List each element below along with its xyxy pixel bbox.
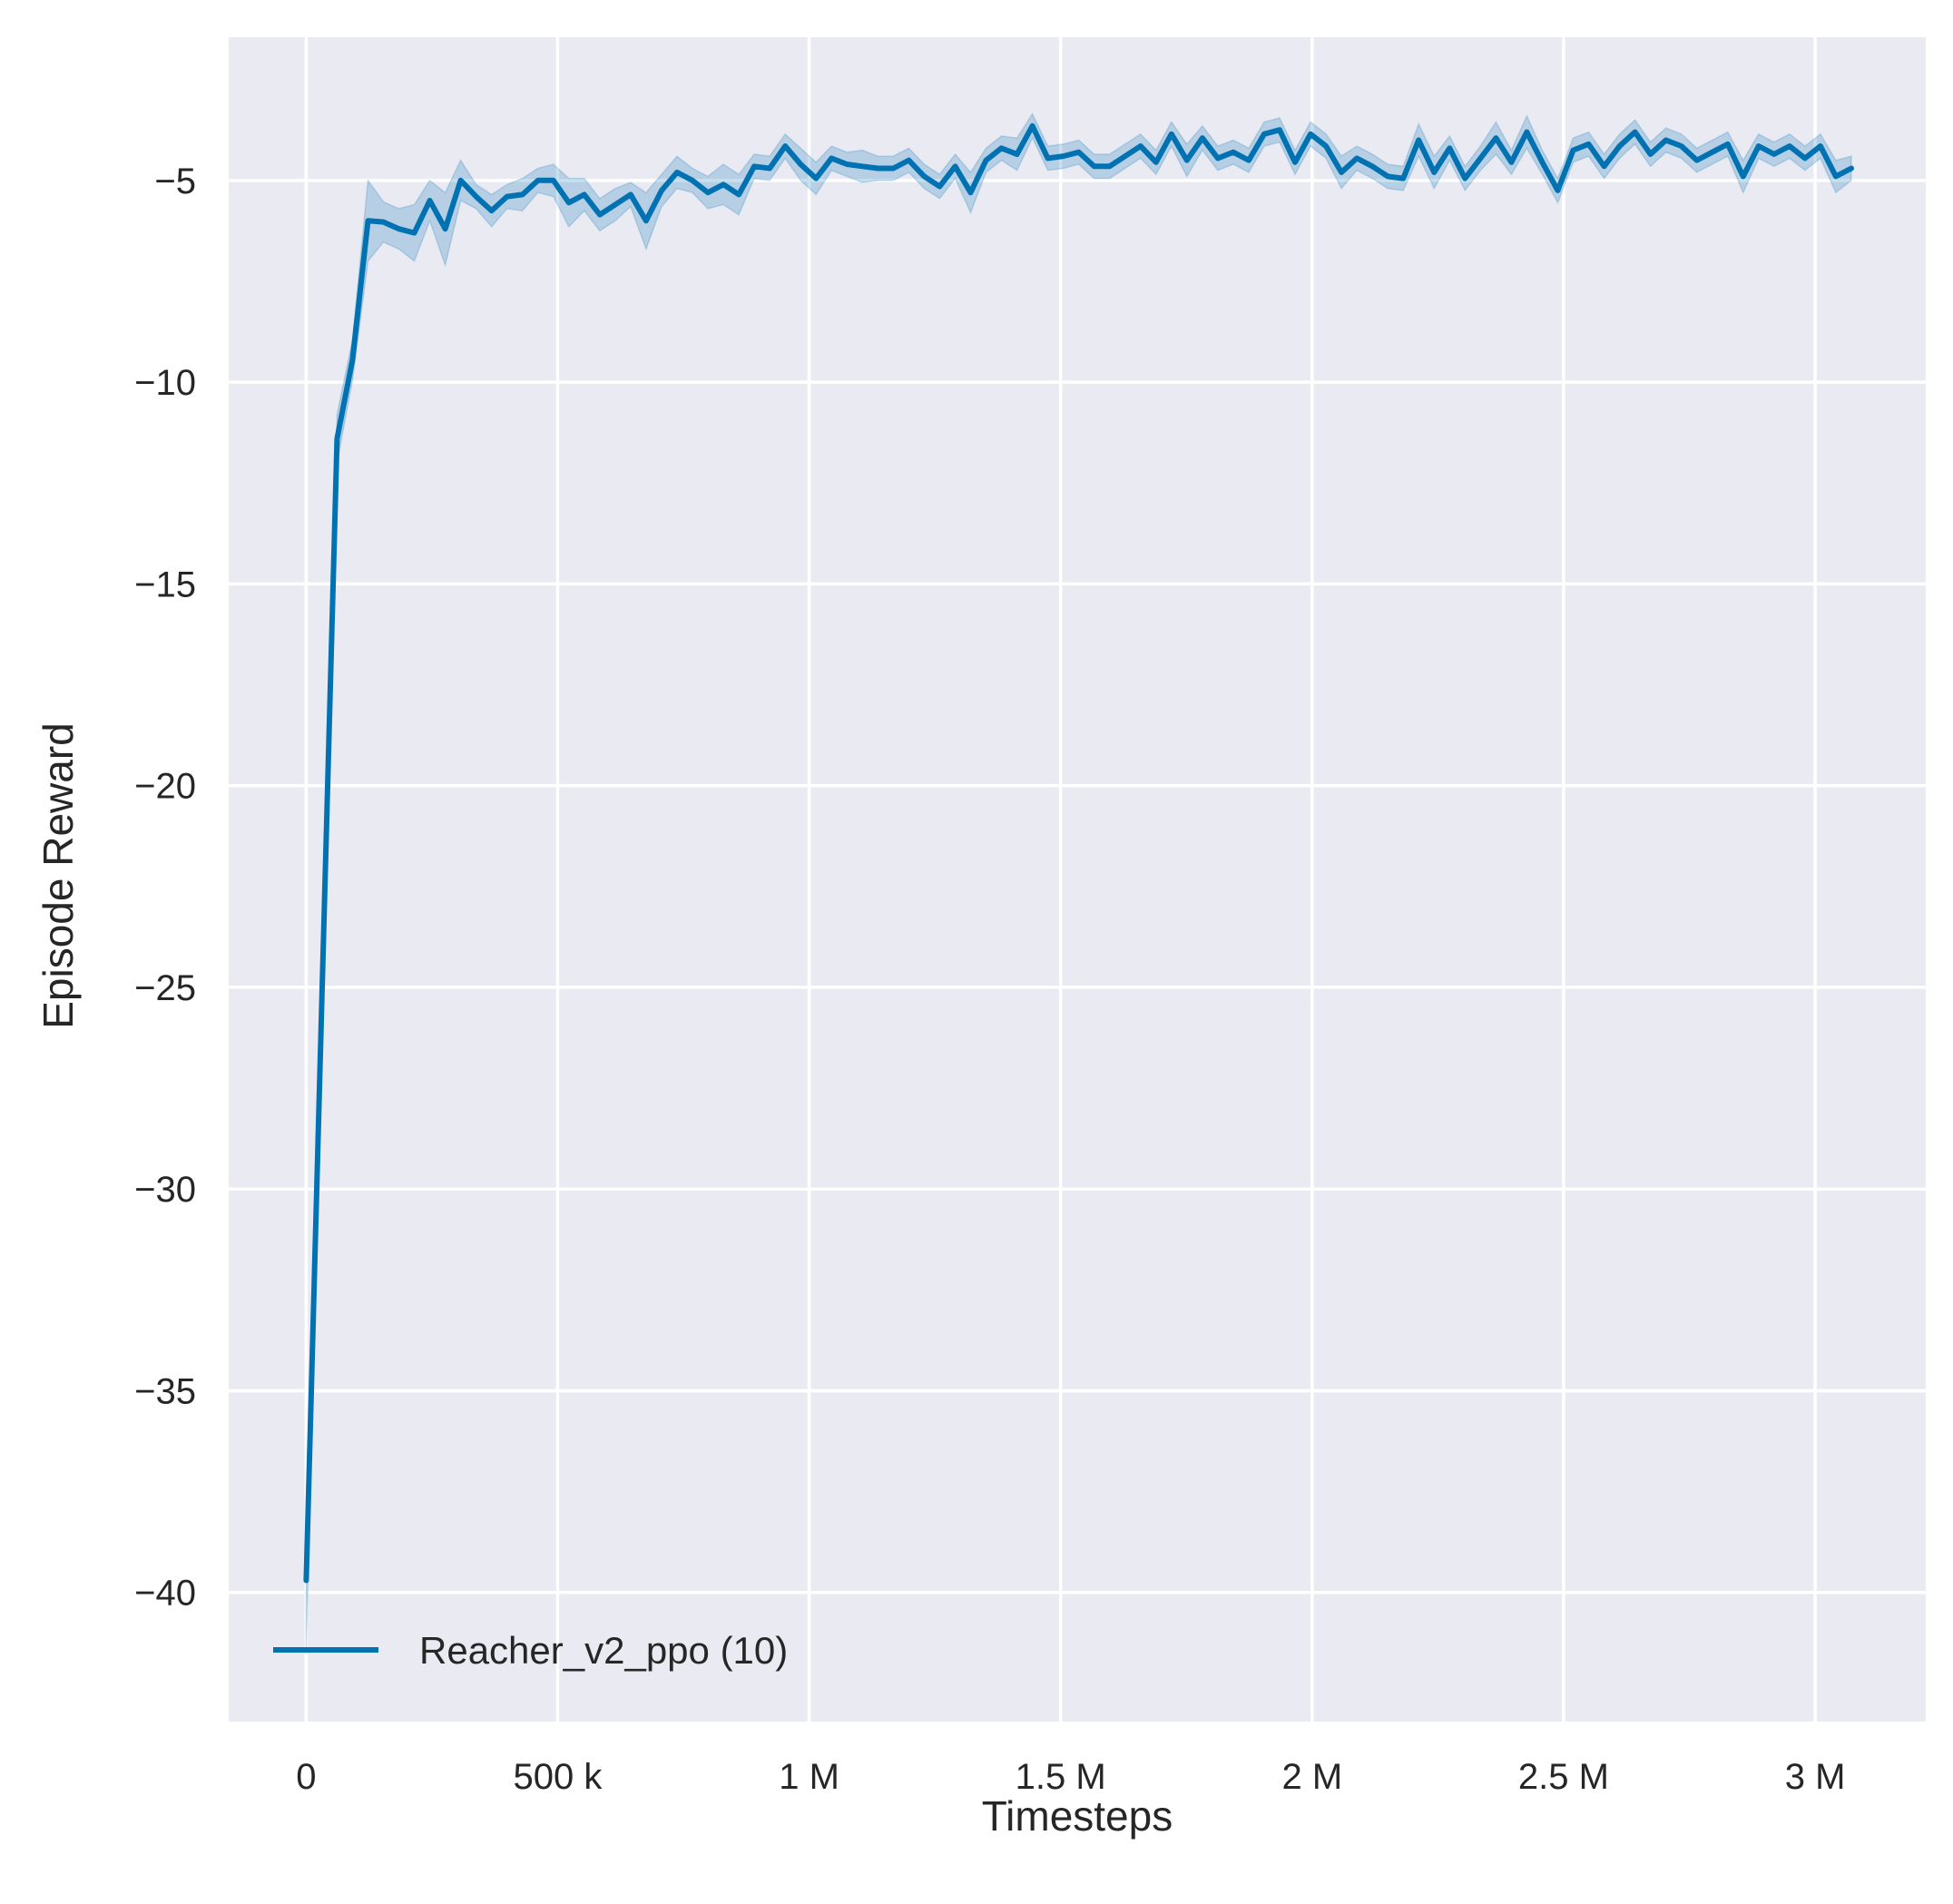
y-tick-labels: −40 −35 −30 −25 −20 −15 −10 −5: [134, 162, 196, 1614]
plot-background: [229, 37, 1926, 1722]
legend: Reacher_v2_ppo (10): [273, 1629, 788, 1672]
y-tick-label: −10: [134, 363, 196, 403]
x-tick-label: 2 M: [1281, 1757, 1342, 1797]
legend-label: Reacher_v2_ppo (10): [419, 1629, 788, 1672]
y-tick-label: −40: [134, 1574, 196, 1614]
y-tick-label: −30: [134, 1170, 196, 1210]
x-tick-label: 2.5 M: [1518, 1757, 1609, 1797]
x-tick-labels: 0 500 k 1 M 1.5 M 2 M 2.5 M 3 M: [296, 1757, 1845, 1797]
y-tick-label: −25: [134, 968, 196, 1008]
x-tick-label: 3 M: [1785, 1757, 1846, 1797]
y-tick-label: −20: [134, 767, 196, 807]
x-axis-label: Timesteps: [982, 1792, 1173, 1840]
x-tick-label: 1 M: [779, 1757, 839, 1797]
x-tick-label: 1.5 M: [1016, 1757, 1106, 1797]
x-tick-label: 0: [296, 1757, 316, 1797]
x-tick-label: 500 k: [514, 1757, 604, 1797]
grid: [229, 37, 1926, 1722]
y-tick-label: −35: [134, 1371, 196, 1411]
confidence-band: [305, 112, 1852, 1650]
y-tick-label: −15: [134, 564, 196, 604]
confidence-band-layer: [305, 112, 1852, 1650]
y-tick-label: −5: [154, 162, 196, 201]
y-axis-label: Episode Reward: [34, 722, 82, 1029]
series-line-layer: [303, 123, 1854, 1584]
